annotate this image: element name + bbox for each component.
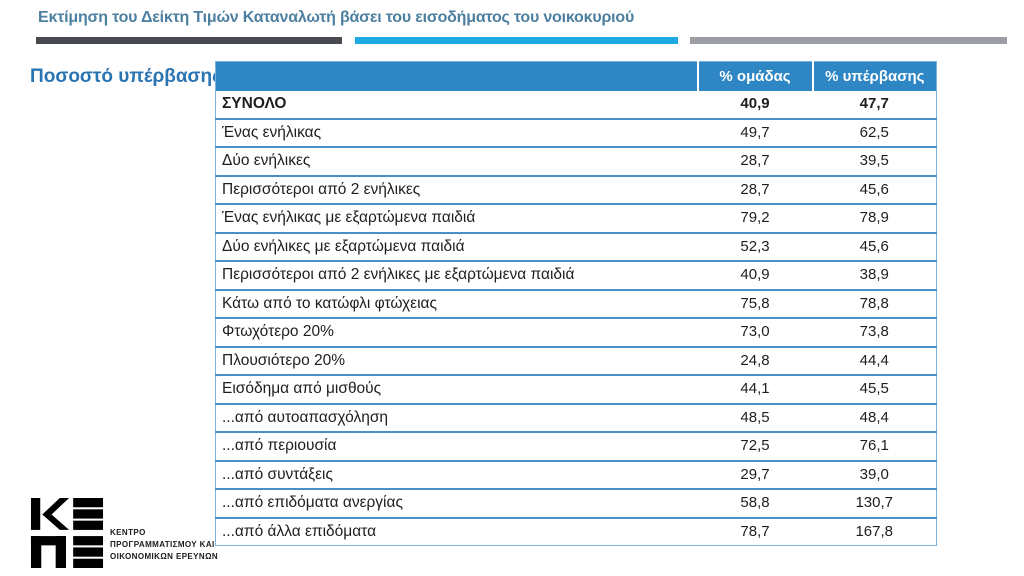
row-label: Περισσότεροι από 2 ενήλικες με εξαρτώμεν… <box>215 261 698 291</box>
kepe-logo-icon <box>30 498 104 573</box>
row-group-value: 28,7 <box>697 147 813 177</box>
table-row: Ένας ενήλικας 49,7 62,5 <box>215 118 937 148</box>
table-row: ΣΥΝΟΛΟ 40,9 47,7 <box>215 91 937 120</box>
row-group-value: 75,8 <box>697 289 813 319</box>
row-group-value: 58,8 <box>697 489 813 519</box>
income-groups-table: % ομάδας % υπέρβασης ΣΥΝΟΛΟ 40,9 47,7 Έν… <box>215 61 937 546</box>
row-label: Εισόδημα από μισθούς <box>215 375 698 405</box>
table-row: Περισσότεροι από 2 ενήλικες με εξαρτώμεν… <box>215 261 937 291</box>
row-label: Ένας ενήλικας <box>215 118 698 148</box>
table-row: Εισόδημα από μισθούς 44,1 45,5 <box>215 375 937 405</box>
row-group-value: 28,7 <box>697 175 813 205</box>
row-group-value: 52,3 <box>697 232 813 262</box>
table-row: ...από άλλα επιδόματα 78,7 167,8 <box>215 517 937 546</box>
table-row: ...από επιδόματα ανεργίας 58,8 130,7 <box>215 489 937 519</box>
row-group-value: 29,7 <box>697 460 813 490</box>
row-exceed-value: 47,7 <box>812 91 937 120</box>
row-group-value: 40,9 <box>697 261 813 291</box>
table-row: Κάτω από το κατώφλι φτώχειας 75,8 78,8 <box>215 289 937 319</box>
row-group-value: 24,8 <box>697 346 813 376</box>
row-label: ...από επιδόματα ανεργίας <box>215 489 698 519</box>
table-row: Περισσότεροι από 2 ενήλικες 28,7 45,6 <box>215 175 937 205</box>
row-group-value: 72,5 <box>697 432 813 462</box>
row-label: ...από άλλα επιδόματα <box>215 517 698 546</box>
table-row: Πλουσιότερο 20% 24,8 44,4 <box>215 346 937 376</box>
row-exceed-value: 48,4 <box>812 403 937 433</box>
row-group-value: 49,7 <box>697 118 813 148</box>
table-row: Δύο ενήλικες με εξαρτώμενα παιδιά 52,3 4… <box>215 232 937 262</box>
row-label: ...από αυτοαπασχόληση <box>215 403 698 433</box>
slide-title: Εκτίμηση του Δείκτη Τιμών Καταναλωτή βάσ… <box>38 9 635 26</box>
header-empty-cell <box>215 61 698 91</box>
kepe-logo-text-line3: ΟΙΚΟΝΟΜΙΚΩΝ ΕΡΕΥΝΩΝ <box>110 552 219 561</box>
row-label: Δύο ενήλικες <box>215 147 698 177</box>
row-exceed-value: 78,9 <box>812 204 937 234</box>
title-underline-dark-segment <box>36 37 342 44</box>
row-label: Δύο ενήλικες με εξαρτώμενα παιδιά <box>215 232 698 262</box>
row-label: Περισσότεροι από 2 ενήλικες <box>215 175 698 205</box>
row-exceed-value: 167,8 <box>812 517 937 546</box>
row-group-value: 79,2 <box>697 204 813 234</box>
title-underline-blue-segment <box>355 37 678 44</box>
row-exceed-value: 76,1 <box>812 432 937 462</box>
header-group-percent: % ομάδας <box>696 61 813 91</box>
row-exceed-value: 45,6 <box>812 175 937 205</box>
row-exceed-value: 39,0 <box>812 460 937 490</box>
table-row: Δύο ενήλικες 28,7 39,5 <box>215 147 937 177</box>
table-row: ...από συντάξεις 29,7 39,0 <box>215 460 937 490</box>
row-group-value: 40,9 <box>697 91 813 120</box>
header-exceed-percent: % υπέρβασης <box>811 61 937 91</box>
title-underline-gray-segment <box>690 37 1007 44</box>
row-exceed-value: 38,9 <box>812 261 937 291</box>
row-label: Κάτω από το κατώφλι φτώχειας <box>215 289 698 319</box>
row-exceed-value: 78,8 <box>812 289 937 319</box>
table-row: ...από αυτοαπασχόληση 48,5 48,4 <box>215 403 937 433</box>
row-exceed-value: 44,4 <box>812 346 937 376</box>
row-label: ΣΥΝΟΛΟ <box>215 91 698 120</box>
row-exceed-value: 73,8 <box>812 318 937 348</box>
kepe-logo-text-line2: ΠΡΟΓΡΑΜΜΑΤΙΣΜΟΥ ΚΑΙ <box>110 540 215 549</box>
row-group-value: 44,1 <box>697 375 813 405</box>
row-label: Ένας ενήλικας με εξαρτώμενα παιδιά <box>215 204 698 234</box>
row-exceed-value: 39,5 <box>812 147 937 177</box>
table-row: Φτωχότερο 20% 73,0 73,8 <box>215 318 937 348</box>
kepe-logo-text-line1: ΚΕΝΤΡΟ <box>110 528 146 537</box>
row-label: Πλουσιότερο 20% <box>215 346 698 376</box>
table-row: Ένας ενήλικας με εξαρτώμενα παιδιά 79,2 … <box>215 204 937 234</box>
row-label: Φτωχότερο 20% <box>215 318 698 348</box>
table-header-row: % ομάδας % υπέρβασης <box>215 61 937 91</box>
row-exceed-value: 45,6 <box>812 232 937 262</box>
exceedance-percentage-caption: Ποσοστό υπέρβασης <box>30 66 222 87</box>
row-exceed-value: 45,5 <box>812 375 937 405</box>
kepe-logo-text: ΚΕΝΤΡΟ ΠΡΟΓΡΑΜΜΑΤΙΣΜΟΥ ΚΑΙ ΟΙΚΟΝΟΜΙΚΩΝ Ε… <box>110 527 218 563</box>
table-row: ...από περιουσία 72,5 76,1 <box>215 432 937 462</box>
row-group-value: 73,0 <box>697 318 813 348</box>
row-exceed-value: 130,7 <box>812 489 937 519</box>
row-label: ...από συντάξεις <box>215 460 698 490</box>
row-group-value: 48,5 <box>697 403 813 433</box>
row-group-value: 78,7 <box>697 517 813 546</box>
row-label: ...από περιουσία <box>215 432 698 462</box>
row-exceed-value: 62,5 <box>812 118 937 148</box>
